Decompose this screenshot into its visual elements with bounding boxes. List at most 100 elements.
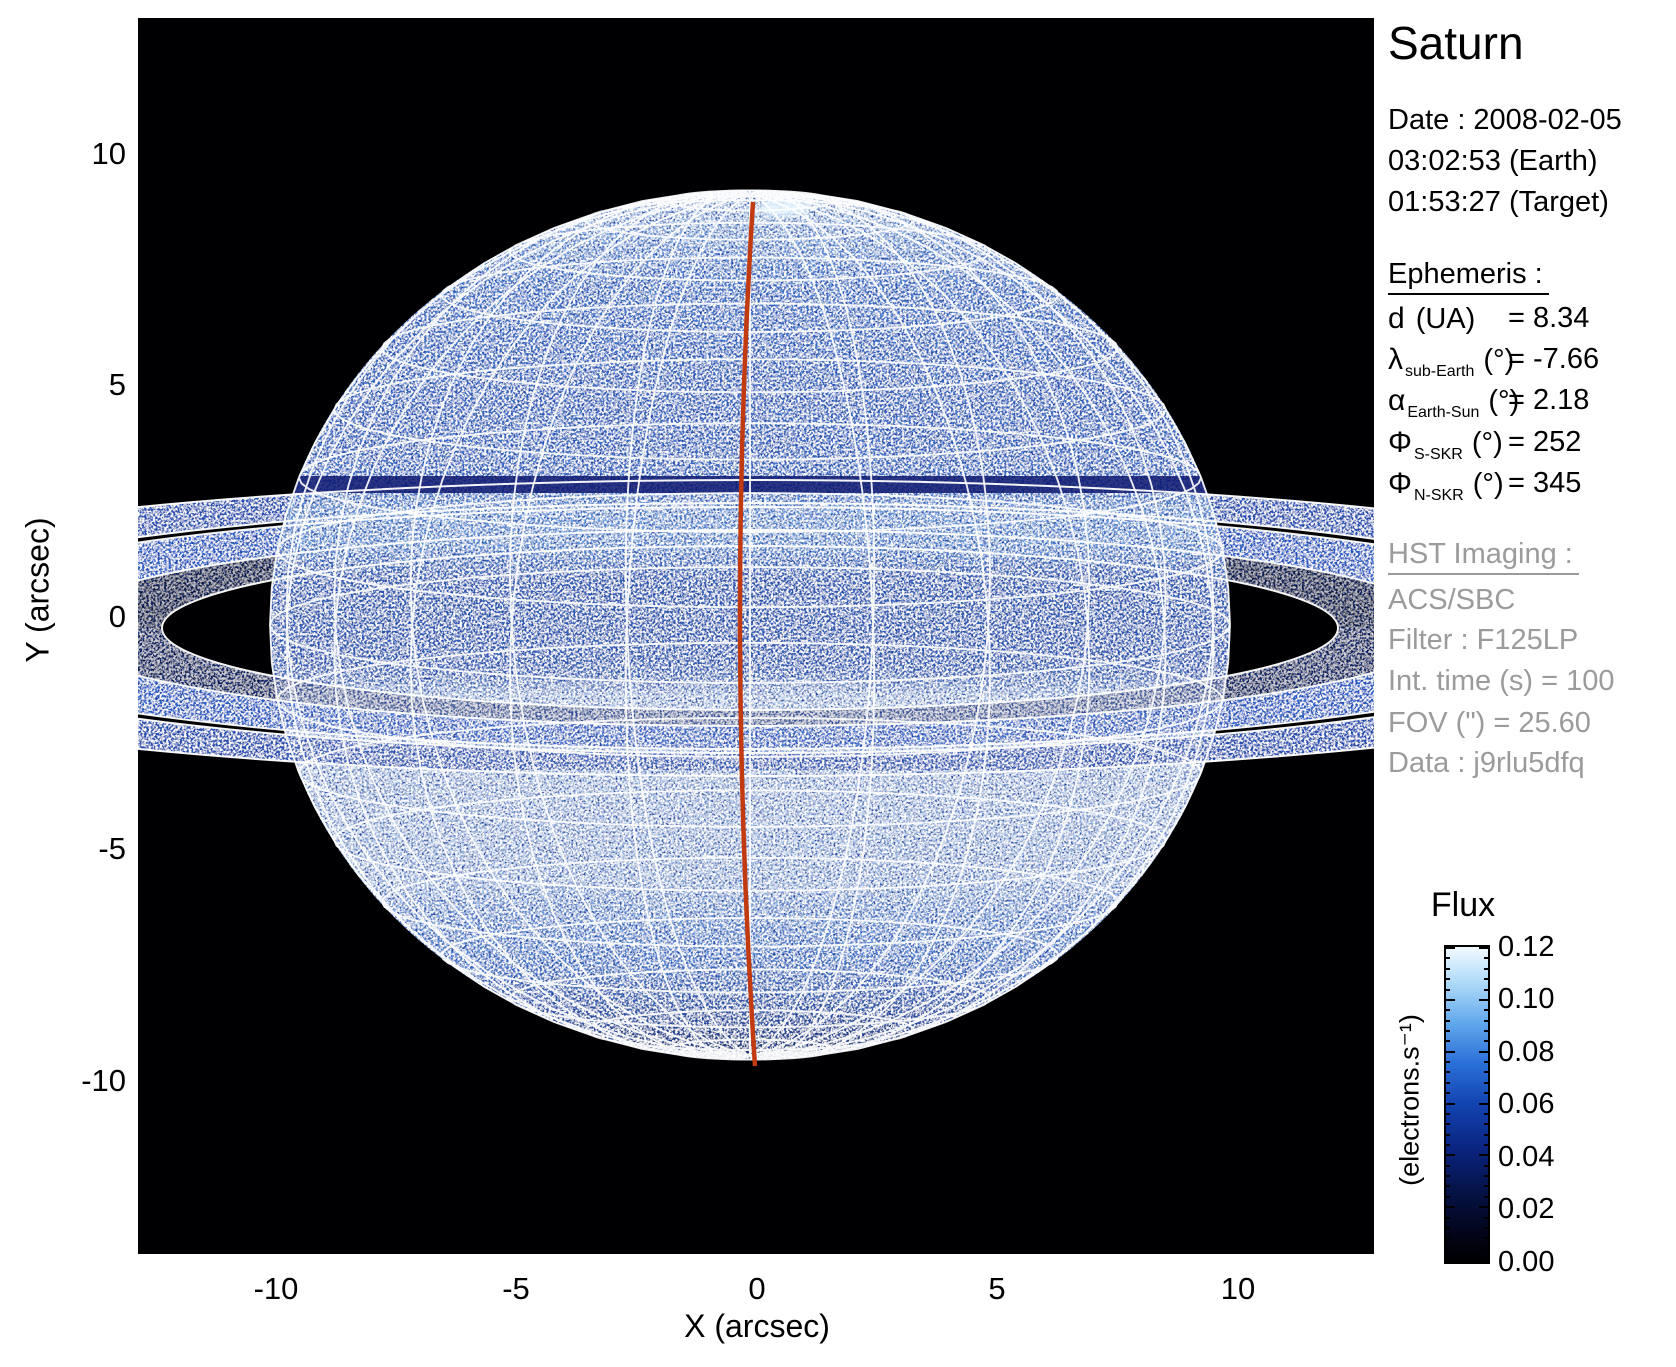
colorbar: [1444, 945, 1490, 1264]
y-tick-label: 5: [108, 367, 126, 402]
x-tick-label: -10: [253, 1271, 299, 1306]
hst-row: Filter : F125LP: [1388, 624, 1579, 656]
plot-area: [138, 18, 1374, 1254]
colorbar-tick: [1484, 1009, 1488, 1012]
ephemeris-unit: (°): [1488, 385, 1520, 417]
colorbar-tick: [1446, 978, 1450, 981]
colorbar-tick: [1484, 1071, 1488, 1074]
date-line: 03:02:53 (Earth): [1388, 145, 1598, 177]
hst-row: Data : j9rlu5dfq: [1388, 747, 1585, 779]
colorbar-tick: [1479, 1050, 1488, 1053]
colorbar-tick: [1446, 1164, 1450, 1167]
colorbar-tick: [1446, 998, 1455, 1001]
ephemeris-symbol: Φ: [1388, 426, 1412, 459]
colorbar-tick: [1446, 1112, 1450, 1115]
colorbar-tick: [1484, 1040, 1488, 1043]
colorbar-tick: [1479, 1154, 1488, 1157]
colorbar-tick-label: 0.08: [1498, 1036, 1555, 1068]
ephemeris-value: = 252: [1508, 426, 1582, 458]
colorbar-tick: [1484, 1226, 1488, 1229]
colorbar-tick: [1446, 1050, 1455, 1053]
ring-shadow-band: [270, 476, 1230, 493]
colorbar-tick: [1446, 988, 1450, 991]
colorbar-tick: [1446, 1019, 1450, 1022]
colorbar-tick: [1484, 1123, 1488, 1126]
colorbar-tick: [1484, 1029, 1488, 1032]
ephemeris-symbol: Φ: [1388, 467, 1412, 500]
hst-row: FOV (") = 25.60: [1388, 707, 1591, 739]
x-axis-label: X (arcsec): [684, 1308, 830, 1344]
y-tick-label: 0: [108, 599, 126, 634]
colorbar-tick-label: 0.06: [1498, 1088, 1555, 1120]
y-tick-label: -10: [81, 1063, 126, 1098]
colorbar-tick: [1479, 947, 1488, 949]
ephemeris-row: Φ S-SKR (°) = 252: [1388, 426, 1668, 463]
date-line: Date : 2008-02-05: [1388, 104, 1622, 136]
colorbar-tick: [1446, 1081, 1450, 1084]
ephemeris-subscript: sub-Earth: [1405, 363, 1475, 380]
colorbar-tick: [1446, 1206, 1455, 1209]
ephemeris-value: = -7.66: [1508, 343, 1600, 375]
ephemeris-symbol: α: [1388, 384, 1406, 417]
x-tick-label: 0: [748, 1271, 766, 1306]
y-tick-label: 10: [91, 136, 126, 171]
colorbar-tick: [1446, 1175, 1450, 1178]
colorbar-tick: [1446, 1102, 1455, 1105]
colorbar-tick: [1484, 1164, 1488, 1167]
colorbar-tick: [1484, 1175, 1488, 1178]
x-tick-label: 10: [1220, 1271, 1256, 1306]
central-meridian-line: [737, 201, 758, 1067]
colorbar-tick: [1479, 998, 1488, 1001]
colorbar-tick: [1446, 1133, 1450, 1136]
ephemeris-symbol: d: [1388, 302, 1405, 335]
colorbar-tick: [1484, 1216, 1488, 1219]
colorbar-tick-label: 0.10: [1498, 983, 1555, 1015]
x-tick-label: -5: [502, 1271, 530, 1306]
colorbar-tick: [1446, 1061, 1450, 1063]
colorbar-tick: [1484, 1237, 1488, 1240]
hst-row: Int. time (s) = 100: [1388, 665, 1615, 697]
colorbar-tick: [1446, 1144, 1450, 1146]
ephemeris-value: = 2.18: [1508, 384, 1590, 416]
colorbar-tick: [1484, 1185, 1488, 1188]
flux-title: Flux: [1430, 886, 1496, 924]
colorbar-tick-label: 0.02: [1498, 1193, 1555, 1225]
colorbar-tick: [1446, 1071, 1450, 1074]
colorbar-tick: [1446, 957, 1450, 960]
colorbar-tick: [1446, 1216, 1450, 1219]
ephemeris-symbol: λ: [1388, 343, 1403, 376]
ephemeris-row: α Earth-Sun (°) = 2.18: [1388, 384, 1668, 421]
hst-heading: HST Imaging :: [1388, 538, 1579, 575]
colorbar-tick: [1484, 967, 1488, 970]
colorbar-tick: [1479, 1206, 1488, 1209]
colorbar-tick: [1446, 1123, 1450, 1126]
colorbar-tick-label: 0.12: [1498, 931, 1555, 963]
colorbar-tick: [1484, 988, 1488, 991]
figure-title: Saturn: [1388, 17, 1524, 69]
colorbar-tick: [1484, 1133, 1488, 1136]
colorbar-tick: [1446, 1237, 1450, 1240]
colorbar-tick: [1446, 1029, 1450, 1032]
ephemeris-unit: (°): [1472, 468, 1504, 500]
colorbar-tick: [1484, 1195, 1488, 1198]
ephemeris-subscript: Earth-Sun: [1407, 404, 1480, 421]
colorbar-tick: [1484, 1112, 1488, 1115]
colorbar-tick: [1446, 1258, 1455, 1260]
colorbar-tick: [1484, 1144, 1488, 1146]
colorbar-tick: [1484, 1019, 1488, 1022]
colorbar-tick: [1446, 1154, 1455, 1157]
ephemeris-subscript: S-SKR: [1413, 446, 1463, 463]
colorbar-tick: [1484, 1061, 1488, 1063]
saturn-image: [138, 18, 1374, 1254]
ephemeris-row: λ sub-Earth (°) = -7.66: [1388, 343, 1668, 380]
colorbar-tick: [1446, 1092, 1450, 1095]
colorbar-tick: [1484, 1092, 1488, 1095]
ephemeris-value: = 345: [1508, 467, 1582, 499]
colorbar-tick: [1446, 1040, 1450, 1043]
date-line: 01:53:27 (Target): [1388, 186, 1609, 218]
colorbar-tick: [1446, 1009, 1450, 1012]
ephemeris-unit: (°): [1471, 427, 1503, 459]
ephemeris-row: Φ N-SKR (°) = 345: [1388, 467, 1668, 504]
ephemeris-row: d (UA) = 8.34: [1388, 302, 1668, 338]
